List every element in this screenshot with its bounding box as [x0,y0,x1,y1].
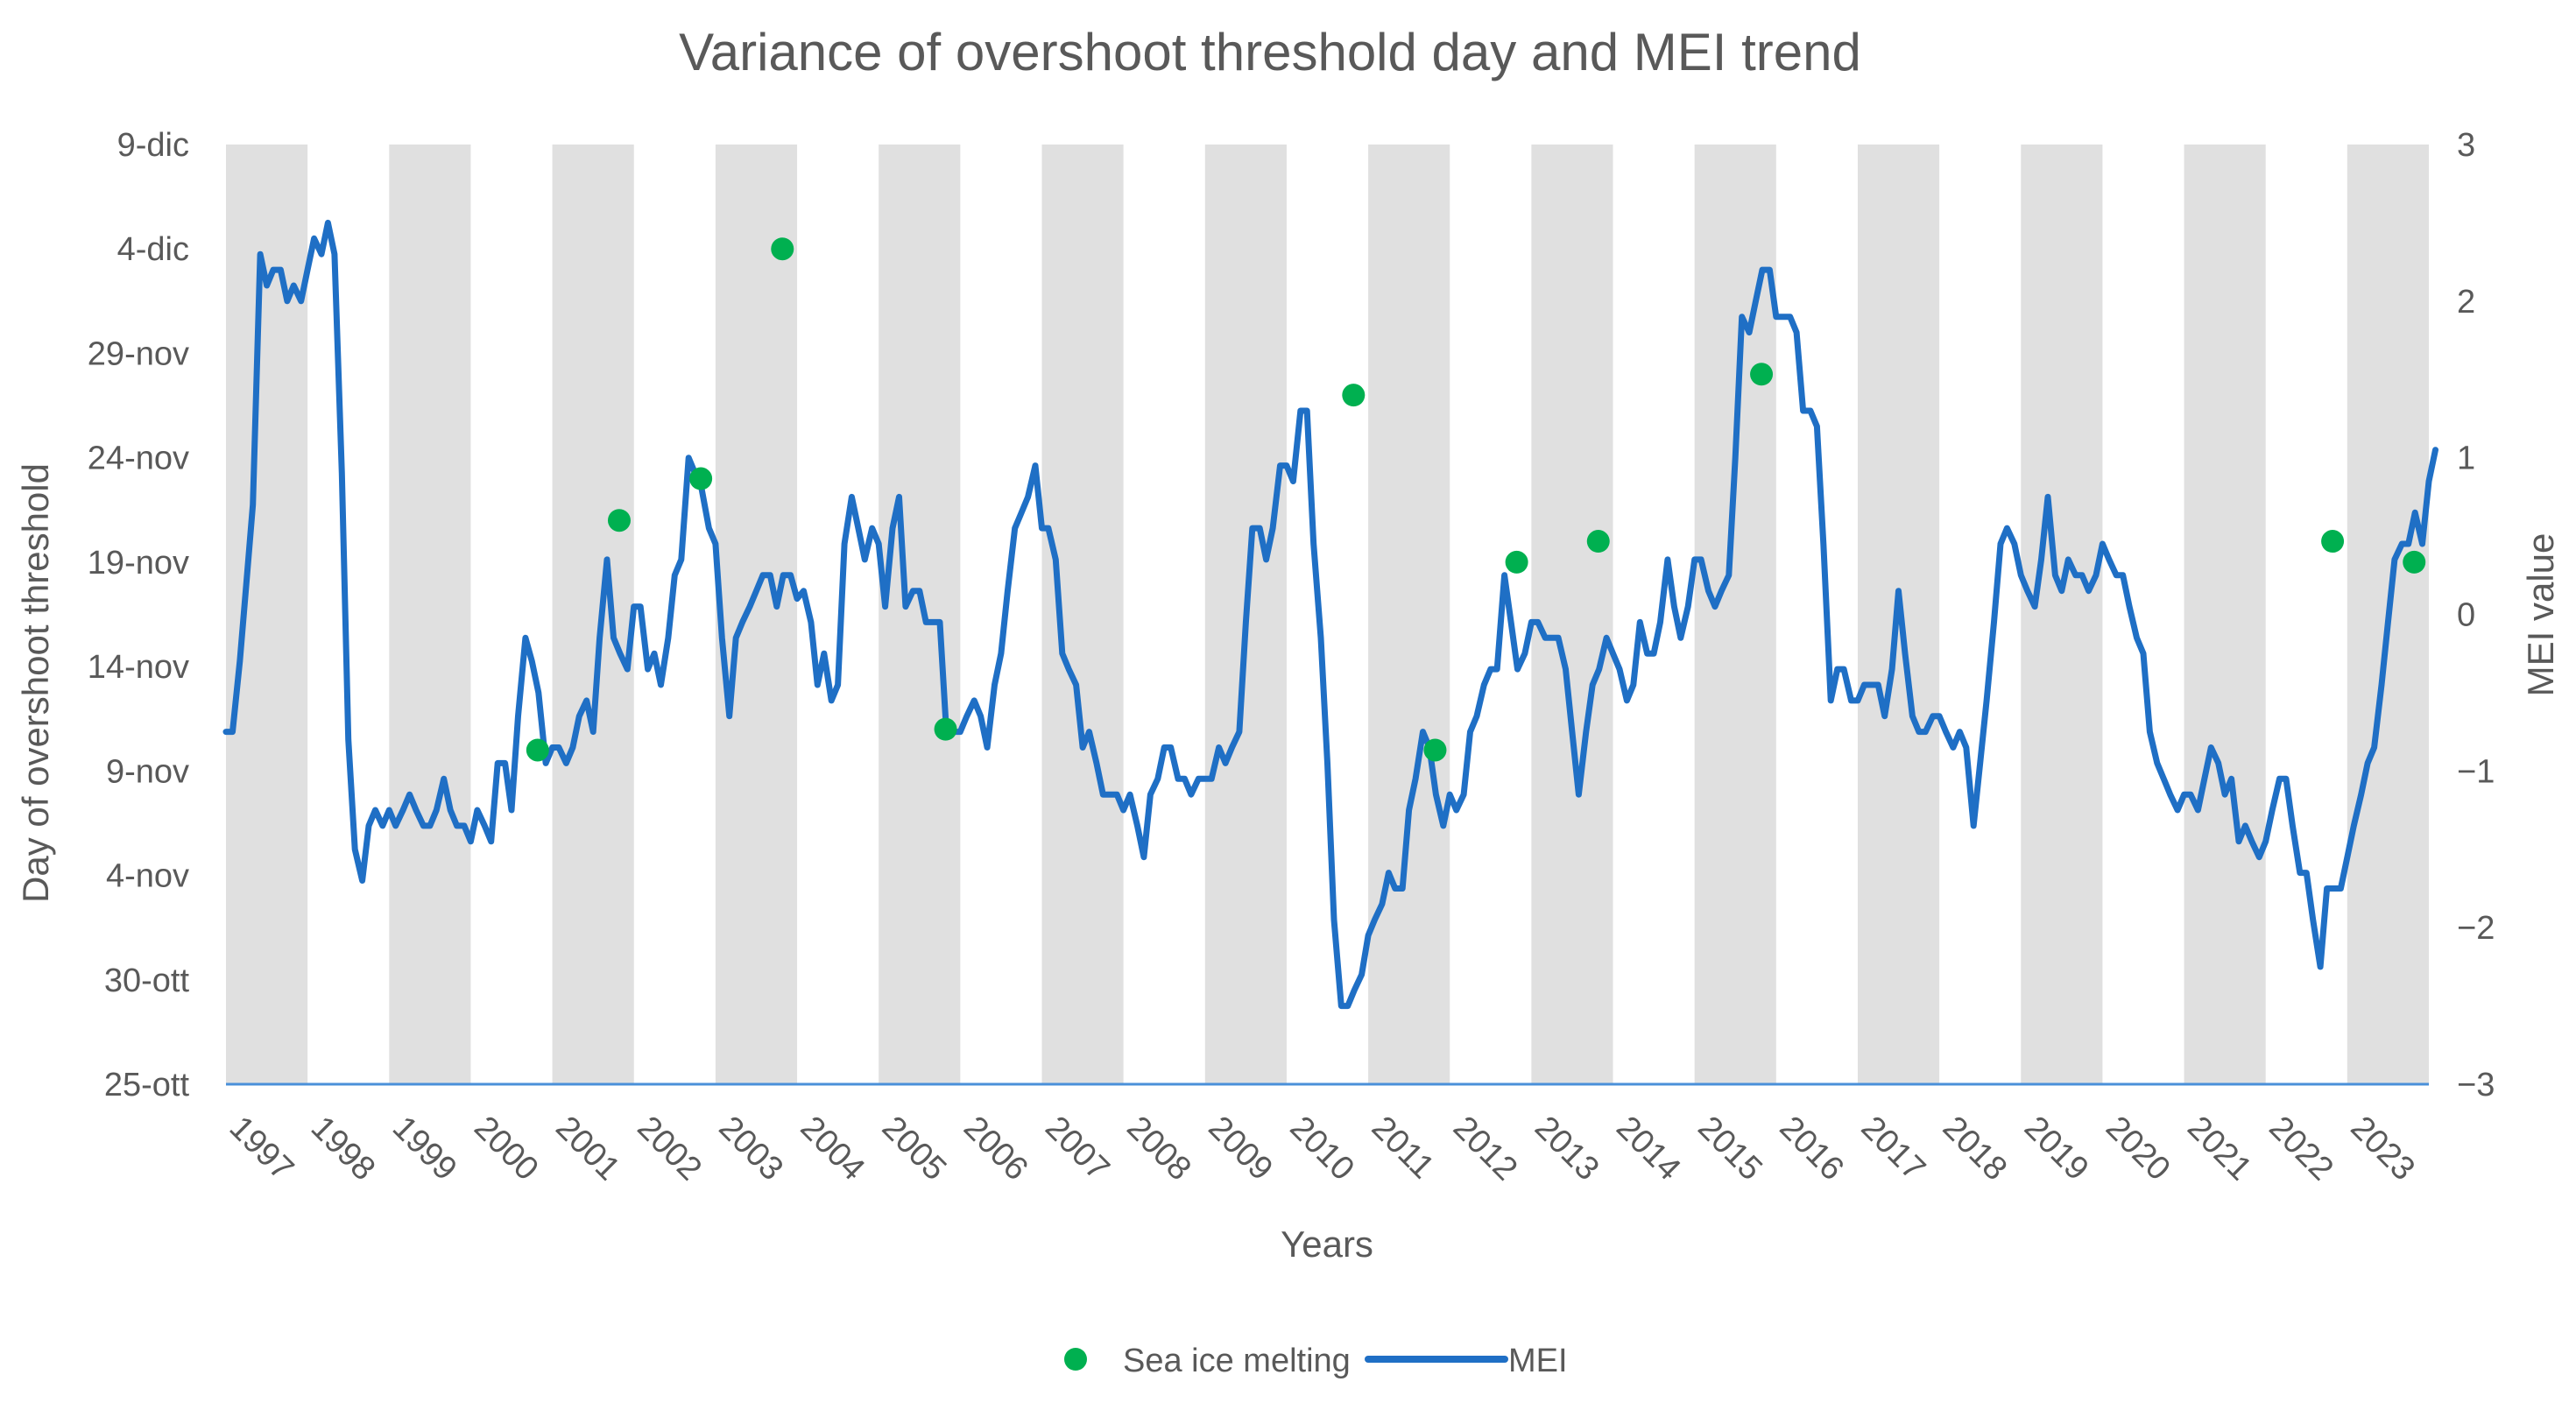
x-axis-title: Years [1281,1223,1373,1265]
x-tick-label: 2012 [1446,1110,1524,1188]
x-tick-label: 2018 [1936,1110,2014,1188]
shaded-band-1997 [226,145,308,1084]
shaded-band-2021 [2184,145,2266,1084]
sea-ice-melting-points [526,237,2426,762]
sea-ice-point-2022 [2321,530,2345,553]
x-tick-label: 2014 [1609,1110,1687,1188]
x-tick-label: 2019 [2017,1110,2095,1188]
shaded-band-2007 [1041,145,1124,1084]
right-tick-label: 2 [2457,284,2475,321]
right-axis-ticks: −3 −2 −1 0 1 2 3 [2457,127,2495,1103]
sea-ice-point-2013 [1586,530,1610,553]
x-tick-label: 2020 [2099,1110,2177,1188]
right-tick-label: −1 [2457,753,2495,790]
right-tick-label: 1 [2457,441,2475,477]
left-tick-label: 24-nov [88,441,189,477]
left-tick-label: 25-ott [104,1067,190,1103]
right-tick-label: −3 [2457,1067,2495,1103]
x-tick-label: 2001 [548,1110,626,1188]
shaded-band-2003 [715,145,798,1084]
shaded-band-2013 [1531,145,1613,1084]
sea-ice-point-2011 [1423,738,1447,762]
x-tick-label: 1998 [304,1110,382,1188]
legend-label-sea-ice: Sea ice melting [1123,1343,1351,1379]
left-tick-label: 4-dic [117,231,189,268]
x-tick-label: 2007 [1038,1110,1116,1188]
x-tick-label: 2023 [2343,1110,2421,1188]
x-tick-label: 1999 [385,1110,463,1188]
x-tick-label: 2010 [1283,1110,1361,1188]
left-tick-label: 30-ott [104,962,190,999]
sea-ice-point-2012 [1505,550,1528,574]
legend-label-mei: MEI [1508,1343,1568,1379]
x-tick-label: 2003 [712,1110,790,1188]
legend: Sea ice melting MEI [1064,1343,1568,1379]
legend-marker-sea-ice [1064,1348,1087,1371]
x-tick-label: 2015 [1690,1110,1768,1188]
shaded-band-2015 [1694,145,1776,1084]
x-tick-label: 2017 [1854,1110,1932,1188]
x-tick-label: 2002 [630,1110,708,1188]
sea-ice-point-2010 [1342,384,1366,407]
left-tick-label: 9-dic [117,127,189,164]
shaded-year-bands [226,145,2429,1084]
sea-ice-point-2015 [1750,363,1774,386]
left-tick-label: 9-nov [106,753,189,790]
shaded-band-2005 [879,145,961,1084]
x-tick-label: 2008 [1119,1110,1197,1188]
sea-ice-point-2001 [607,509,631,532]
x-axis-ticks: 1997 1998 1999 2000 2001 2002 2003 2004 2005 2006… [222,1110,2422,1188]
x-tick-label: 1997 [222,1110,300,1188]
x-tick-label: 2006 [956,1110,1034,1188]
right-axis-title: MEI value [2520,533,2561,697]
left-tick-label: 29-nov [88,335,189,372]
left-tick-label: 14-nov [88,649,189,686]
x-tick-label: 2000 [467,1110,545,1188]
right-tick-label: −2 [2457,910,2495,947]
shaded-band-2001 [552,145,634,1084]
left-axis-ticks: 25-ott 30-ott 4-nov 9-nov 14-nov 19-nov 24-nov… [88,127,190,1103]
shaded-band-2011 [1368,145,1450,1084]
sea-ice-point-2002 [689,467,713,490]
shaded-band-2019 [2021,145,2103,1084]
left-tick-label: 4-nov [106,858,189,895]
sea-ice-point-2005 [934,717,957,741]
sea-ice-point-2000 [526,738,549,762]
mei-series-line [222,219,2438,1010]
left-tick-label: 19-nov [88,545,189,582]
x-tick-label: 2022 [2262,1110,2340,1188]
x-tick-label: 2011 [1365,1110,1441,1186]
x-tick-label: 2009 [1201,1110,1279,1188]
shaded-band-1999 [389,145,471,1084]
x-tick-label: 2004 [794,1110,872,1188]
x-tick-label: 2016 [1772,1110,1850,1188]
sea-ice-point-2023 [2403,550,2426,574]
x-tick-label: 2005 [875,1110,953,1188]
left-axis-title: Day of overshoot threshold [15,463,56,903]
chart-title: Variance of overshoot threshold day and … [679,23,1861,81]
sea-ice-point-2003 [771,237,794,261]
right-tick-label: 0 [2457,597,2475,634]
x-tick-label: 2013 [1528,1110,1606,1188]
right-tick-label: 3 [2457,127,2475,164]
x-tick-label: 2021 [2180,1110,2258,1188]
